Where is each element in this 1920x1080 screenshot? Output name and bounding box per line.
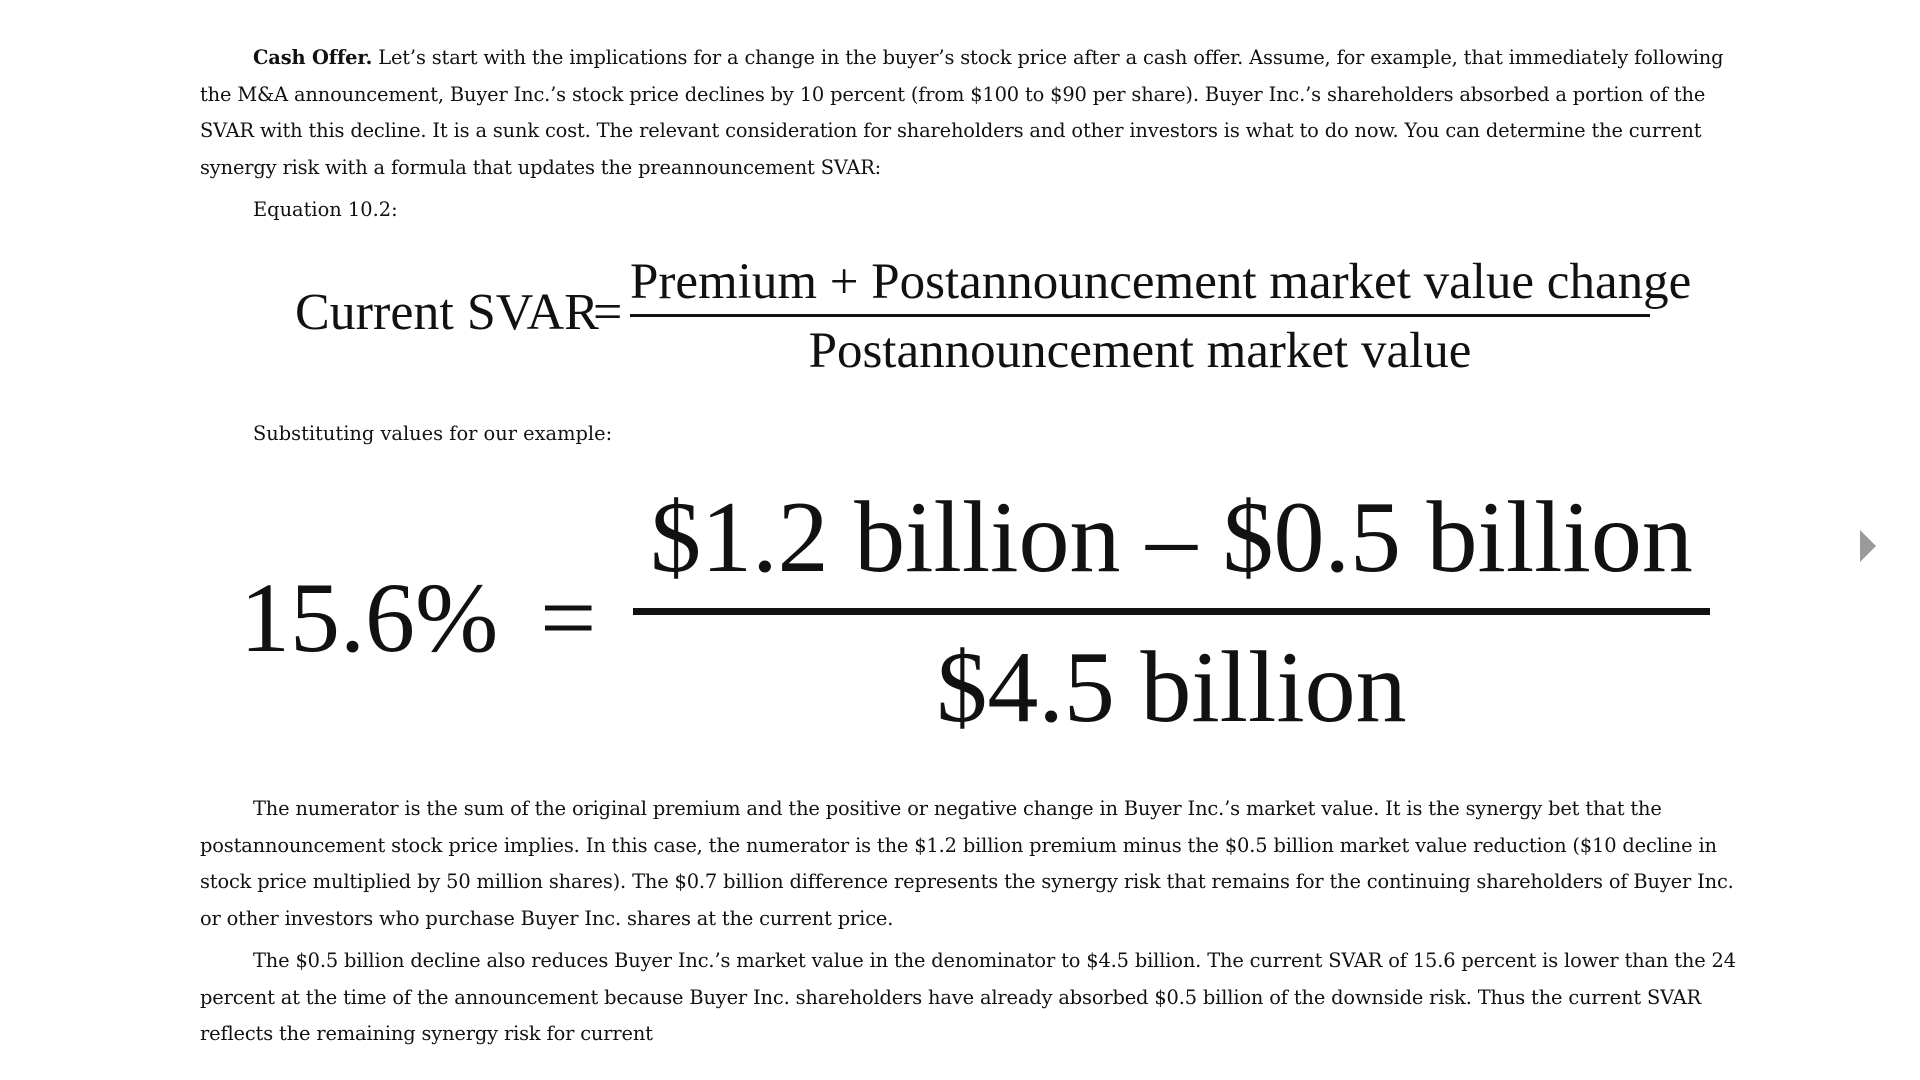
substituting-block: Substituting values for our example: bbox=[200, 416, 1745, 453]
substituting-label: Substituting values for our example: bbox=[253, 422, 613, 445]
cash-offer-heading: Cash Offer. bbox=[253, 46, 373, 69]
example-numerator: $1.2 billion – $0.5 billion bbox=[650, 481, 1693, 594]
equation-equals: = bbox=[593, 284, 623, 341]
example-fraction: $1.2 billion – $0.5 billion $4.5 billion bbox=[633, 478, 1710, 748]
equation-fraction: Premium + Postannouncement market value … bbox=[630, 250, 1692, 380]
explanation-block: The numerator is the sum of the original… bbox=[200, 791, 1745, 1053]
equation-numerator: Premium + Postannouncement market value … bbox=[630, 254, 1692, 310]
numerator-paragraph: The numerator is the sum of the original… bbox=[200, 797, 1734, 930]
equation-10-2: Current SVAR = Premium + Postannouncemen… bbox=[290, 250, 1692, 380]
equation-lhs: Current SVAR bbox=[295, 284, 599, 341]
equation-denominator: Postannouncement market value bbox=[808, 323, 1472, 379]
example-equals: = bbox=[540, 562, 597, 673]
worked-example-equation: 15.6% = $1.2 billion – $0.5 billion $4.5… bbox=[240, 478, 1710, 748]
next-page-icon[interactable] bbox=[1860, 530, 1876, 562]
fraction-bar bbox=[630, 314, 1650, 317]
equation-label: Equation 10.2: bbox=[253, 198, 398, 221]
example-lhs: 15.6% bbox=[240, 562, 499, 673]
decline-paragraph: The $0.5 billion decline also reduces Bu… bbox=[200, 949, 1736, 1045]
document-page: Cash Offer. Let’s start with the implica… bbox=[200, 40, 1745, 229]
cash-offer-paragraph: Cash Offer. Let’s start with the implica… bbox=[200, 40, 1745, 186]
cash-offer-text: Let’s start with the implications for a … bbox=[200, 46, 1724, 179]
example-denominator: $4.5 billion bbox=[936, 631, 1407, 744]
example-fraction-bar bbox=[633, 608, 1710, 615]
